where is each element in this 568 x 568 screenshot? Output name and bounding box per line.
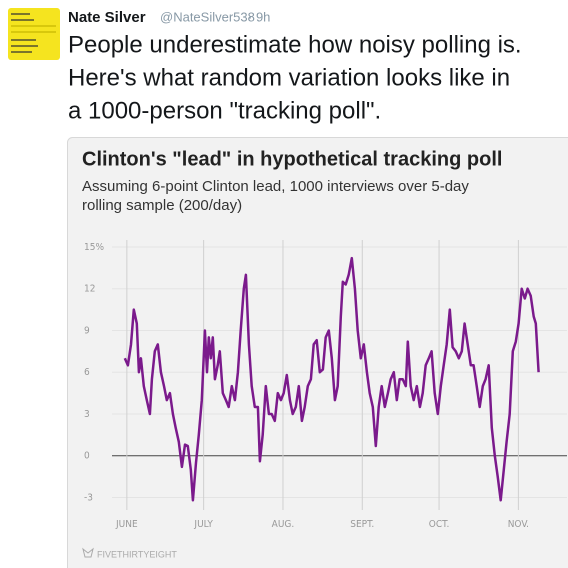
y-tick-label: -3	[84, 492, 93, 503]
x-tick-label: JULY	[193, 519, 213, 530]
series-line	[123, 256, 540, 502]
y-tick-label: 3	[84, 409, 90, 420]
author-name[interactable]: Nate Silver	[68, 9, 146, 26]
y-tick-label: 9	[84, 325, 90, 336]
x-tick-label: AUG.	[272, 519, 295, 530]
x-tick-label: NOV.	[508, 519, 529, 530]
avatar[interactable]	[8, 8, 60, 60]
x-tick-label: SEPT.	[350, 519, 374, 530]
x-tick-label: OCT.	[429, 519, 450, 530]
x-tick-label: JUNE	[115, 519, 138, 530]
chart-subtitle: rolling sample (200/day)	[82, 197, 242, 214]
chart-subtitle: Assuming 6-point Clinton lead, 1000 inte…	[82, 178, 469, 195]
avatar-art	[11, 25, 56, 33]
y-tick-label: 15%	[84, 242, 104, 253]
tweet-text: Here's what random variation looks like …	[68, 64, 510, 91]
source-logo	[82, 547, 94, 558]
avatar-art	[11, 13, 38, 53]
y-tick-label: 6	[84, 367, 90, 378]
tweet-text: a 1000-person "tracking poll".	[68, 97, 381, 124]
y-tick-label: 12	[84, 284, 95, 295]
author-handle[interactable]: @NateSilver538	[160, 9, 255, 24]
tweet-time[interactable]: · 9h	[248, 9, 270, 24]
chart-title: Clinton's "lead" in hypothetical trackin…	[82, 148, 502, 170]
tweet-text: People underestimate how noisy polling i…	[68, 31, 522, 58]
y-tick-label: 0	[84, 451, 90, 462]
chart-source: FIVETHIRTYEIGHT	[97, 549, 177, 559]
